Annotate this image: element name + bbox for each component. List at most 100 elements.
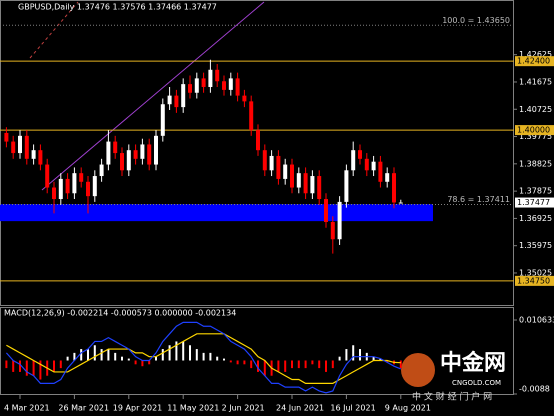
candle-body	[398, 202, 403, 204]
x-tick-label: 4 Mar 2021	[4, 404, 50, 413]
level-label: 1.42400	[517, 57, 550, 66]
logo-text: 中金网	[440, 350, 506, 376]
macd-bar	[19, 360, 21, 372]
candle-body	[99, 164, 104, 177]
candle-body	[126, 150, 131, 171]
macd-bar	[263, 360, 266, 376]
candle-body	[351, 150, 356, 171]
candle-body	[181, 84, 186, 108]
x-tick-label: 24 Jun 2021	[276, 404, 324, 413]
candle-body	[120, 153, 124, 171]
macd-bar	[39, 360, 42, 380]
candle-body	[242, 95, 247, 102]
y-tick-label: 1.36925	[519, 214, 552, 223]
macd-bar	[372, 356, 375, 361]
candle-body	[256, 130, 260, 151]
y-tick-label: 1.40725	[519, 105, 552, 114]
y-tick-label: 1.42625	[519, 50, 552, 59]
macd-title: MACD(12,26,9) -0.002214 -0.000573 0.0000…	[4, 309, 236, 318]
y-tick-label: 1.41675	[519, 77, 552, 86]
logo-slogan: 中 文 财 经 门 户 网	[412, 391, 492, 403]
candle-body	[385, 173, 390, 182]
candle-body	[337, 201, 342, 240]
macd-line	[5, 321, 402, 394]
macd-bar	[141, 360, 144, 367]
level-label: 1.40000	[517, 126, 550, 135]
macd-bar	[229, 360, 232, 363]
candle-body	[113, 141, 118, 154]
last-price-box	[515, 197, 554, 208]
candle-body	[228, 78, 233, 90]
macd-bar	[32, 360, 35, 376]
candle-body	[269, 155, 274, 171]
candle-body	[358, 150, 362, 159]
candle-body	[262, 150, 267, 171]
macd-bar	[359, 349, 361, 361]
fib-label: 78.6 = 1.37411	[447, 195, 510, 204]
macd-bar	[223, 358, 225, 361]
macd-bar	[127, 358, 130, 361]
candle-body	[45, 164, 50, 188]
x-tick-label: 11 May 2021	[167, 404, 219, 413]
macd-bar	[297, 360, 300, 369]
macd-bar	[318, 360, 321, 369]
candle-body	[52, 187, 56, 200]
macd-bar	[155, 356, 157, 361]
candle-body	[290, 164, 294, 188]
level-label-box	[515, 275, 554, 286]
level-label-box	[515, 56, 554, 67]
macd-bar	[148, 360, 151, 365]
macd-bar	[386, 360, 389, 363]
candle-body	[201, 78, 206, 88]
candle-body	[133, 150, 138, 159]
macd-bar	[100, 349, 103, 361]
candle-body	[276, 155, 281, 179]
macd-bar	[345, 349, 348, 361]
candle-body	[174, 95, 179, 108]
macd-bar	[87, 349, 89, 361]
logo-icon	[401, 353, 435, 387]
macd-bar	[277, 360, 280, 372]
macd-bar	[291, 360, 293, 369]
macd-bar	[352, 345, 355, 361]
candle-body	[24, 135, 29, 159]
macd-bar	[236, 360, 239, 365]
watermark: 中金网 CNGOLD.COM 中 文 财 经 门 户 网	[401, 350, 506, 403]
candle-body	[58, 178, 63, 200]
candle-body	[72, 173, 77, 194]
fib-label: 100.0 = 1.43650	[442, 16, 510, 25]
macd-bar	[80, 349, 83, 361]
candle-body	[18, 135, 22, 154]
macd-bar	[257, 360, 259, 372]
candle-body	[235, 78, 240, 96]
zone	[0, 204, 433, 222]
x-tick-label: 9 Aug 2021	[385, 404, 431, 413]
y-tick-label: 1.39775	[519, 132, 552, 141]
candle-body	[4, 132, 9, 142]
macd-bar	[161, 349, 164, 361]
macd-bar	[134, 360, 137, 365]
candle-body	[249, 101, 254, 131]
candle-body	[167, 95, 172, 105]
macd-bar	[121, 356, 123, 361]
candle-body	[92, 176, 97, 197]
macd-bar	[53, 360, 55, 372]
macd-bar	[195, 349, 198, 361]
macd-bar	[304, 360, 307, 369]
macd-bar	[59, 360, 62, 369]
macd-bar	[175, 341, 178, 361]
macd-bar	[12, 360, 15, 372]
candle-body	[222, 81, 226, 90]
macd-bar	[243, 360, 246, 365]
macd-bar	[379, 358, 382, 361]
macd-bar	[114, 352, 117, 361]
y-tick-label: 1.35975	[519, 241, 552, 250]
macd-bar	[93, 345, 96, 361]
candle-body	[31, 150, 36, 159]
chart-title: GBPUSD,Daily 1.37476 1.37576 1.37466 1.3…	[18, 3, 217, 12]
trend-line-dashed	[29, 1, 79, 59]
macd-bar	[311, 360, 314, 365]
level-label: 1.34750	[517, 276, 550, 285]
x-tick-label: 26 Mar 2021	[58, 404, 109, 413]
macd-bar	[5, 360, 8, 369]
